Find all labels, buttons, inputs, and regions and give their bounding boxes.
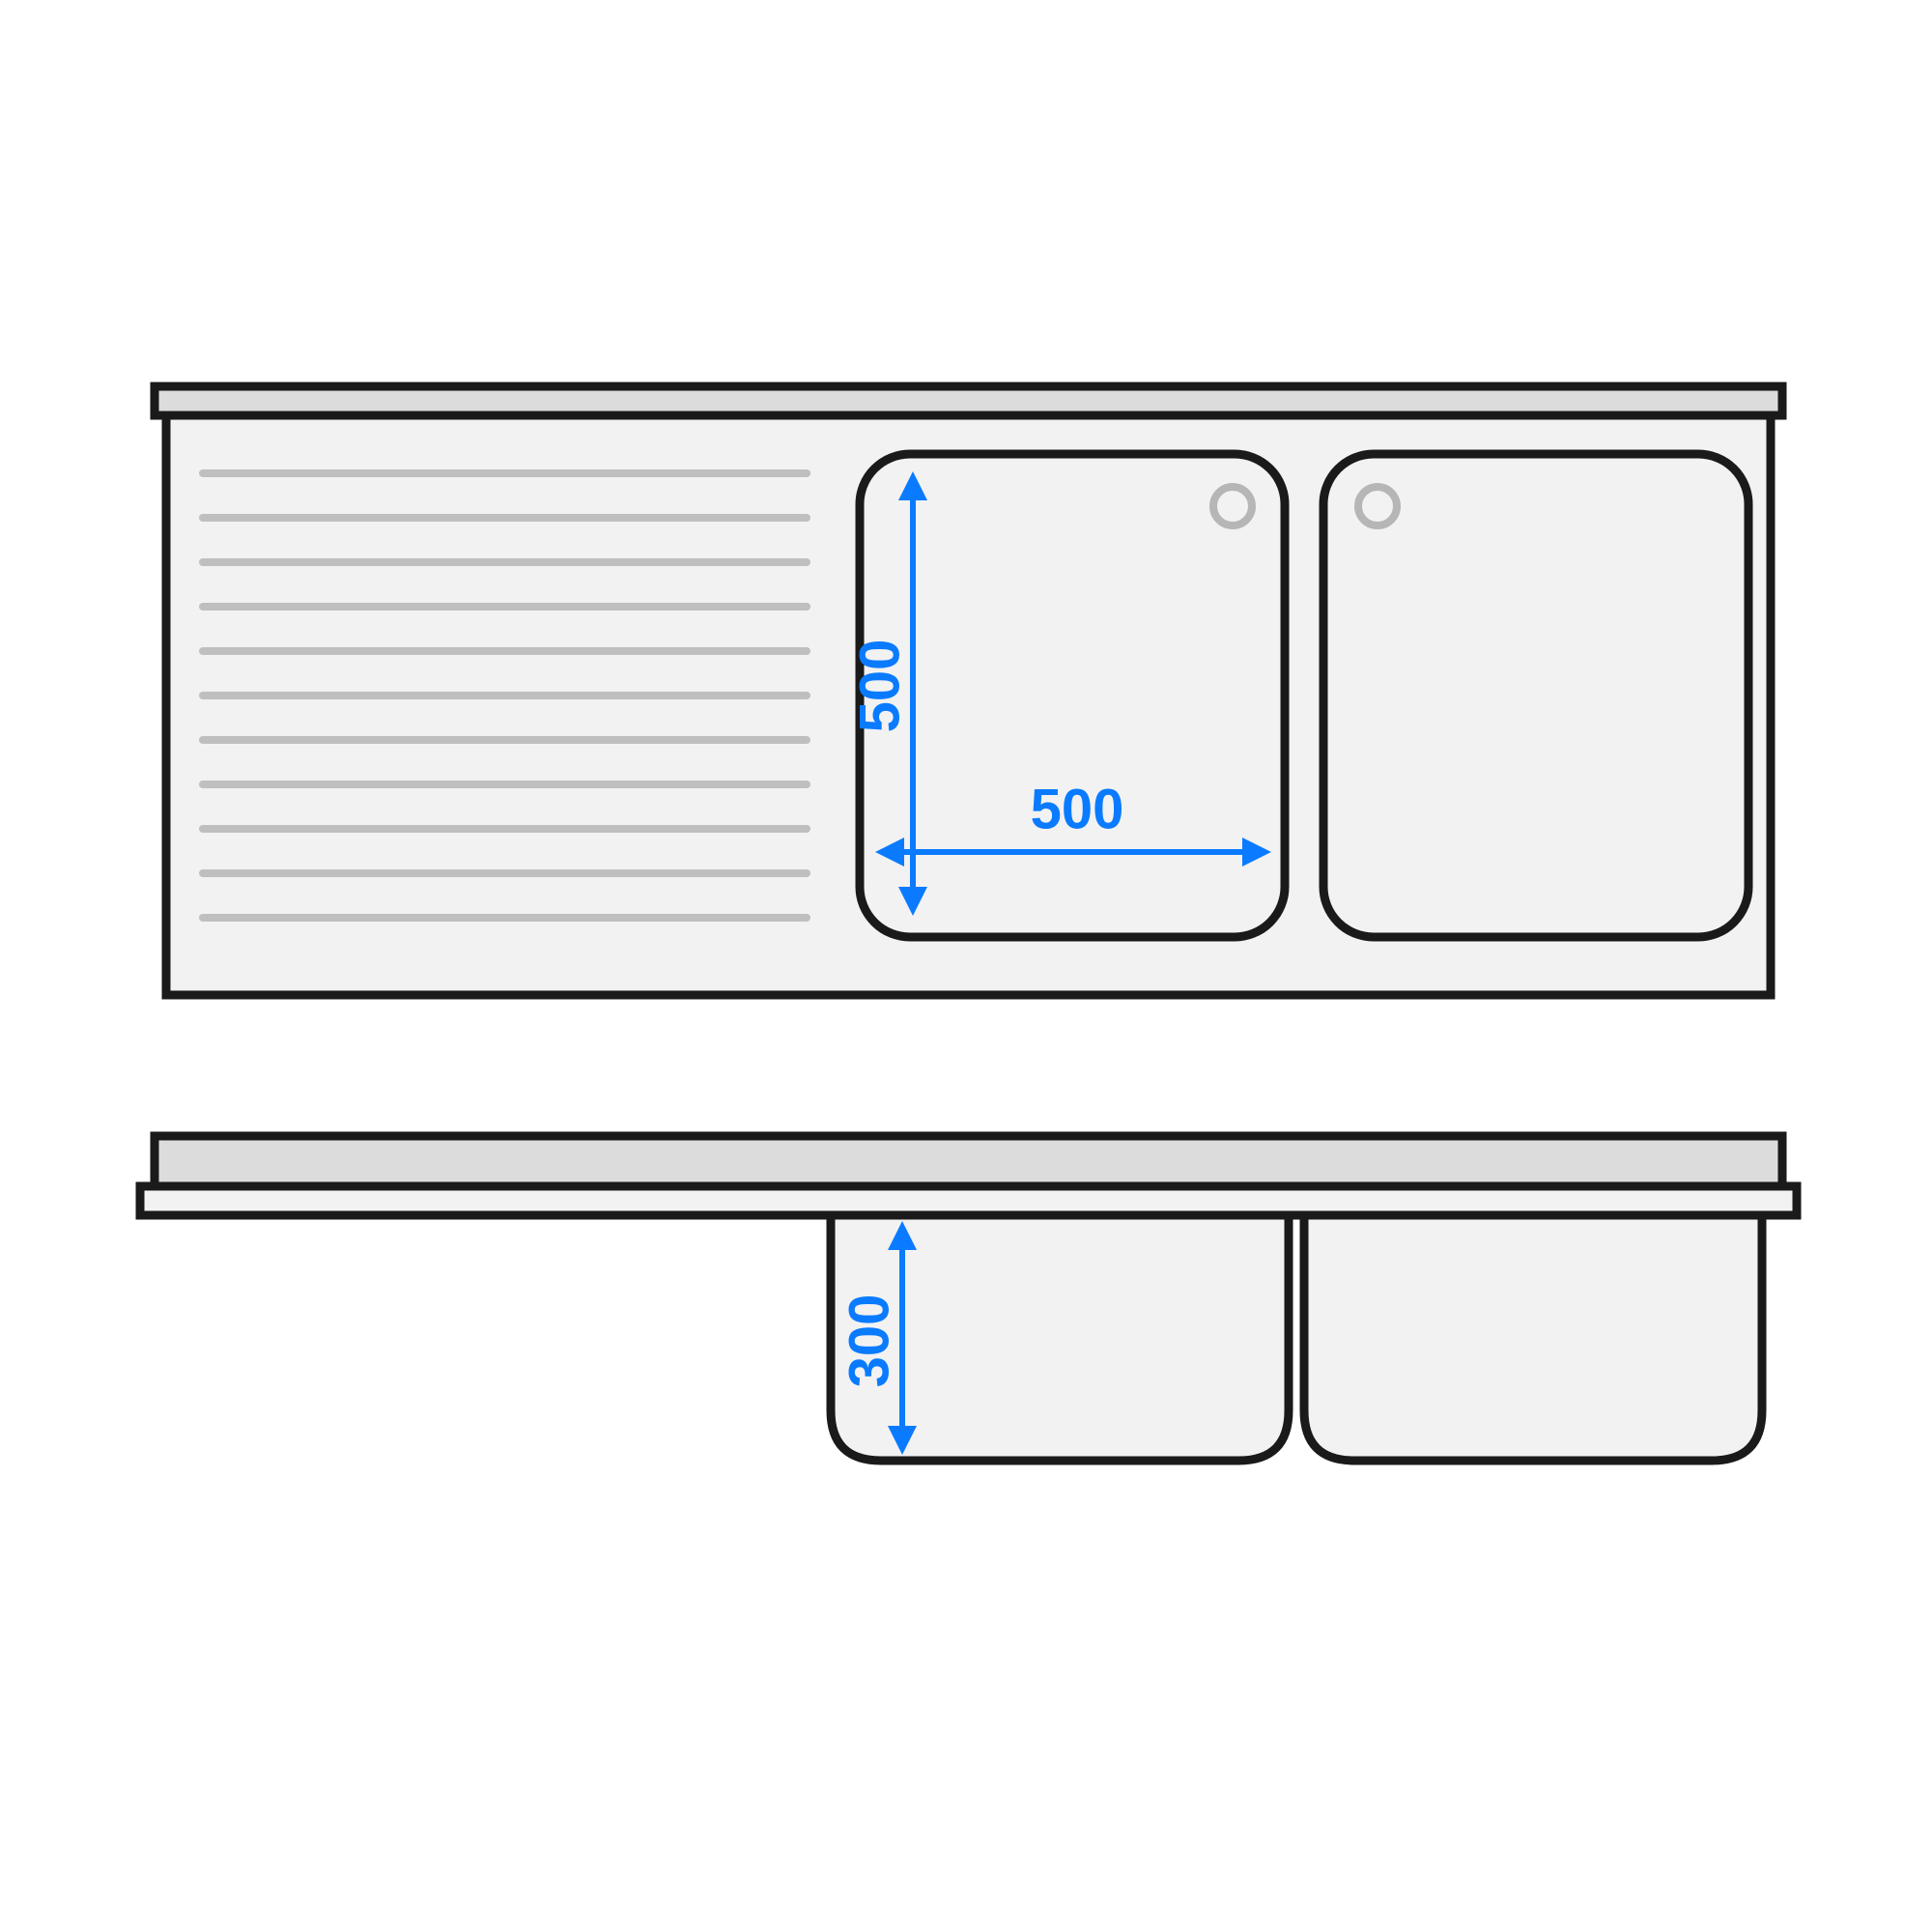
front-view-worktop-edge	[140, 1186, 1797, 1215]
dimension-label-basin-width: 500	[1031, 778, 1124, 840]
top-basin-1	[860, 454, 1285, 937]
front-view-upstand	[155, 1136, 1782, 1186]
sink-technical-diagram: 500 500 300	[0, 0, 1932, 1932]
front-basin-2	[1304, 1209, 1762, 1461]
dimension-label-basin-depth: 300	[838, 1294, 900, 1388]
dimension-label-basin-height: 500	[848, 639, 911, 733]
